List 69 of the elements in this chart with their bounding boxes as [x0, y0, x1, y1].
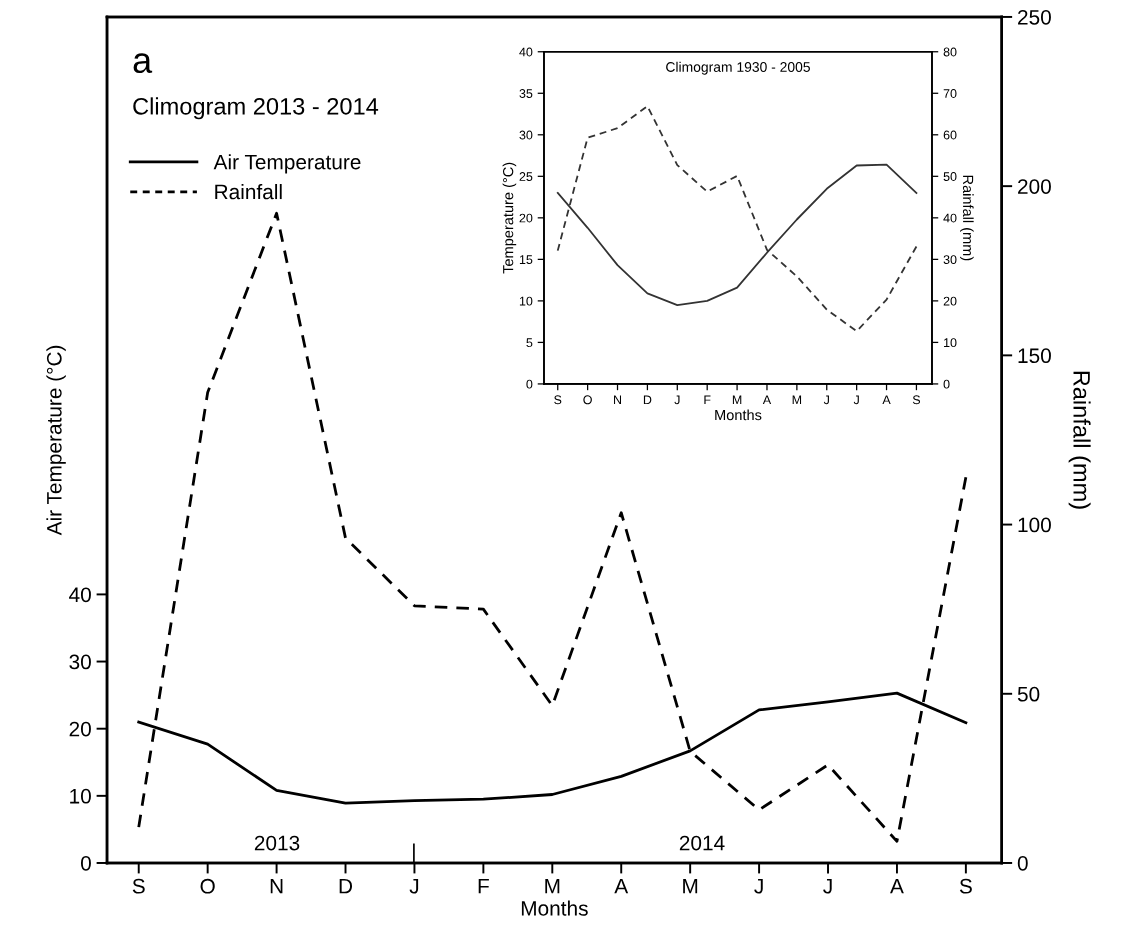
y2-tick-label: 50	[1017, 686, 1040, 702]
y-tick-label: 30	[519, 130, 533, 140]
y2-tick-label: 70	[943, 89, 957, 98]
y2-axis-title: Rainfall (mm)	[960, 175, 974, 261]
x-tick-label: M	[732, 395, 742, 405]
x-axis-title: Months	[521, 900, 588, 916]
annotation: 2013	[254, 835, 300, 851]
x-tick-label: O	[583, 395, 592, 405]
y2-tick-label: 150	[1018, 348, 1051, 364]
x-tick-label: J	[823, 879, 832, 894]
text: Climogram 1930 - 2005	[666, 61, 810, 75]
y2-tick-label: 200	[1018, 179, 1051, 194]
annotation: a	[133, 53, 153, 74]
y-tick-label: 0	[80, 855, 91, 871]
y2-tick-label: 50	[943, 172, 957, 181]
y2-tick-label: 40	[943, 213, 957, 223]
x-tick-label: N	[270, 879, 283, 894]
y2-tick-label: 80	[943, 47, 957, 57]
x-tick-label: J	[853, 395, 859, 405]
y2-tick-label: 250	[1018, 9, 1051, 25]
line-series	[556, 105, 918, 333]
y-tick-label: 20	[69, 721, 91, 737]
x-tick-label: S	[912, 395, 921, 405]
x-tick-label: J	[754, 879, 763, 894]
x-tick-label: J	[823, 395, 829, 405]
legend-label: Rainfall	[215, 183, 282, 200]
y-tick-label: 15	[519, 255, 533, 265]
x-tick-label: J	[409, 879, 419, 894]
y-axis-title: Temperature (°C)	[502, 162, 517, 274]
y-tick-label: 5	[526, 338, 533, 348]
y2-tick-label: 60	[943, 130, 957, 140]
y-tick-label: 40	[519, 47, 533, 57]
x-tick-label: S	[554, 395, 562, 405]
y2-tick-label: 10	[944, 338, 957, 348]
x-tick-label: S	[132, 878, 145, 894]
y2-tick-label: 0	[943, 379, 950, 389]
x-tick-label: O	[200, 878, 215, 894]
y-tick-label: 0	[526, 379, 533, 389]
x-tick-label: A	[614, 879, 629, 894]
y-tick-label: 35	[519, 89, 533, 98]
y2-tick-label: 20	[943, 296, 957, 306]
x-tick-label: M	[792, 395, 802, 405]
annotation: 2014	[679, 835, 725, 851]
y2-tick-label: 30	[943, 255, 957, 265]
x-tick-label: F	[704, 395, 711, 405]
x-tick-label: J	[674, 395, 680, 405]
y2-tick-label: 100	[1018, 517, 1051, 533]
y-tick-label: 25	[519, 172, 533, 181]
legend-label: Air Temperature	[213, 154, 361, 174]
y-tick-label: 40	[69, 587, 91, 603]
x-tick-label: M	[545, 879, 560, 894]
x-tick-label: A	[762, 395, 772, 405]
text: Climogram 2013 - 2014	[133, 97, 379, 120]
y2-tick-label: 0	[1017, 855, 1028, 871]
x-tick-label: A	[882, 395, 891, 405]
y-tick-label: 10	[70, 788, 91, 804]
x-tick-label: N	[614, 395, 622, 405]
x-tick-label: D	[643, 395, 652, 405]
y-tick-label: 30	[69, 654, 91, 670]
x-tick-label: M	[683, 879, 698, 894]
y-axis-title: Air Temperature (°C)	[46, 345, 66, 536]
x-axis-title: Months	[715, 409, 762, 421]
y2-axis-title: Rainfall (mm)	[1068, 371, 1091, 509]
y-tick-label: 10	[519, 296, 533, 306]
y-tick-label: 20	[519, 213, 533, 223]
x-tick-label: A	[890, 879, 904, 894]
x-tick-label: F	[478, 879, 489, 894]
x-tick-label: D	[339, 879, 353, 894]
x-tick-label: S	[959, 878, 972, 894]
